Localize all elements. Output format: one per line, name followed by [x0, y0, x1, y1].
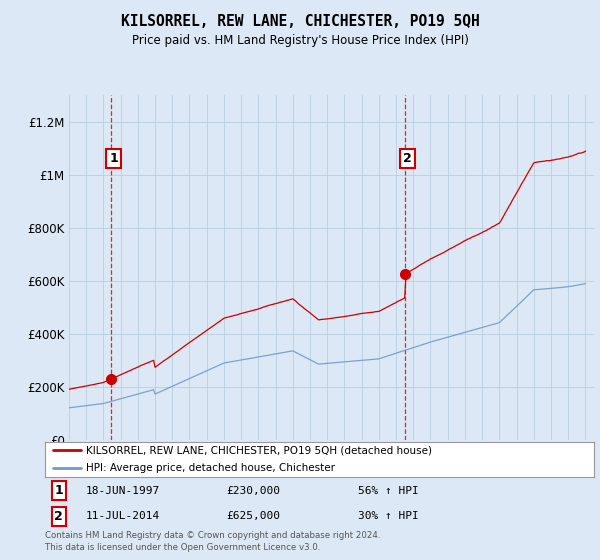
Text: Contains HM Land Registry data © Crown copyright and database right 2024.: Contains HM Land Registry data © Crown c…	[45, 531, 380, 540]
Text: 2: 2	[55, 510, 63, 523]
Text: KILSORREL, REW LANE, CHICHESTER, PO19 5QH: KILSORREL, REW LANE, CHICHESTER, PO19 5Q…	[121, 14, 479, 29]
Text: 1: 1	[110, 152, 118, 165]
Text: Price paid vs. HM Land Registry's House Price Index (HPI): Price paid vs. HM Land Registry's House …	[131, 34, 469, 46]
Text: 1: 1	[55, 484, 63, 497]
Text: 30% ↑ HPI: 30% ↑ HPI	[358, 511, 419, 521]
Text: HPI: Average price, detached house, Chichester: HPI: Average price, detached house, Chic…	[86, 464, 335, 473]
Text: 18-JUN-1997: 18-JUN-1997	[86, 486, 160, 496]
Text: This data is licensed under the Open Government Licence v3.0.: This data is licensed under the Open Gov…	[45, 543, 320, 552]
Text: KILSORREL, REW LANE, CHICHESTER, PO19 5QH (detached house): KILSORREL, REW LANE, CHICHESTER, PO19 5Q…	[86, 445, 432, 455]
Text: £625,000: £625,000	[226, 511, 280, 521]
Text: 2: 2	[403, 152, 412, 165]
Text: 56% ↑ HPI: 56% ↑ HPI	[358, 486, 419, 496]
Text: 11-JUL-2014: 11-JUL-2014	[86, 511, 160, 521]
Text: £230,000: £230,000	[226, 486, 280, 496]
